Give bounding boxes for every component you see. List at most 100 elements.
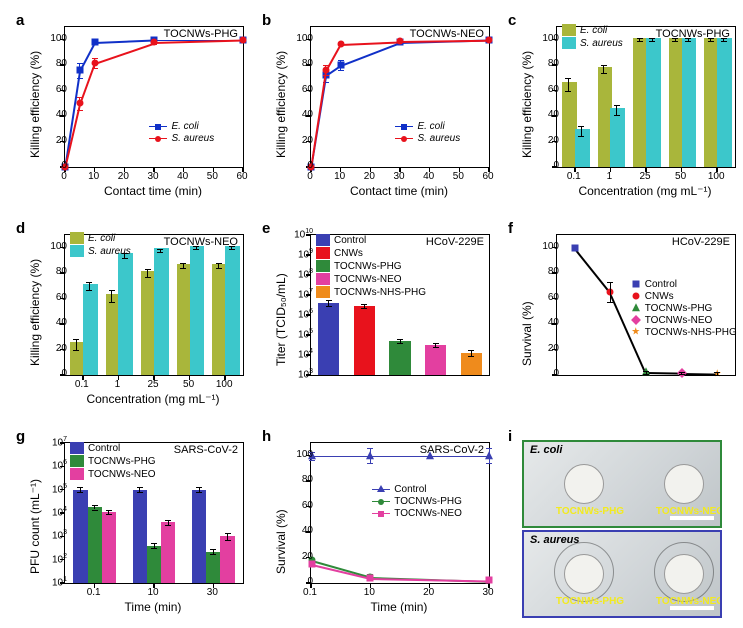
y-tick: 100 [529,241,559,252]
y-tick: 0 [529,368,559,379]
legend-label: TOCNWs-NHS-PHG [334,287,426,298]
legend: E. coliS. aureus [149,121,214,145]
y-tick: 0 [37,160,67,171]
legend: ControlTOCNWs-PHGTOCNWs-NEO [372,484,462,520]
bar [225,246,240,375]
y-tick: 100 [37,33,67,44]
legend-label: Control [645,279,677,290]
bar [192,490,206,583]
legend-label: TOCNWs-PHG [645,303,713,314]
y-tick: 100 [283,33,313,44]
y-tick: 0 [283,160,313,171]
x-tick: 10 [135,587,171,598]
y-tick: 0 [529,160,559,171]
x-tick: 10 [357,587,381,598]
x-tick: 30 [389,171,409,182]
legend: ControlTOCNWs-PHGTOCNWs-NEO [70,442,156,481]
panel-f: f★Survival (%)HCoV-229E020406080100Contr… [514,222,743,412]
y-tick: 108 [283,268,313,280]
x-tick: 10 [84,171,104,182]
y-tick: 1010 [283,228,313,240]
x-tick: 0 [300,171,320,182]
y-tick: 80 [37,266,67,277]
y-tick: 80 [283,58,313,69]
legend-label: TOCNWs-PHG [334,261,402,272]
image-top: TOCNWs-PHGTOCNWs-NEOE. coli [522,440,722,528]
y-tick: 103 [37,529,67,541]
legend-label: TOCNWs-NHS-PHG [645,327,737,338]
legend-label: E. coli [417,121,444,132]
y-tick: 100 [529,33,559,44]
y-tick: 20 [37,135,67,146]
legend-label: E. coli [580,25,607,36]
bar [88,507,102,583]
y-tick: 80 [37,58,67,69]
y-tick: 80 [529,58,559,69]
legend-label: Control [334,235,366,246]
legend: E. coli S. aureus [70,232,131,258]
x-tick: 50 [202,171,222,182]
bar [161,522,175,583]
bar [682,38,697,167]
y-tick: 0 [283,576,313,587]
y-tick: 40 [529,317,559,328]
organism-label: S. aureus [530,534,580,546]
x-tick: 40 [419,171,439,182]
legend-label: TOCNWs-PHG [88,456,156,467]
plot-area [310,26,490,168]
y-axis-label: Survival (%) [274,509,288,574]
panel-title: SARS-CoV-2 [420,444,484,456]
legend-label: CNWs [645,291,674,302]
y-tick: 40 [529,109,559,120]
y-tick: 60 [283,84,313,95]
y-tick: 40 [283,109,313,120]
legend-label: E. coli [88,233,115,244]
legend-label: TOCNWs-NEO [394,508,462,519]
x-tick: 50 [171,379,207,390]
x-tick: 0.1 [76,587,112,598]
y-tick: 80 [529,266,559,277]
x-tick: 100 [698,171,734,182]
y-tick: 60 [37,84,67,95]
legend-label: Control [88,443,120,454]
bar [133,490,147,583]
y-tick: 106 [283,308,313,320]
bar [83,284,98,375]
bar [575,129,590,167]
y-tick: 60 [529,84,559,95]
y-tick: 102 [37,553,67,565]
x-tick: 0.1 [556,171,592,182]
scale-bar [670,516,714,520]
panel-c: cKilling efficiency (%)Concentration (mg… [514,14,743,204]
y-tick: 20 [37,343,67,354]
legend-label: TOCNWs-PHG [394,496,462,507]
x-tick: 60 [478,171,498,182]
legend: ControlCNWsTOCNWs-PHGTOCNWs-NEOTOCNWs-NH… [316,234,426,299]
y-tick: 40 [37,317,67,328]
x-tick: 20 [359,171,379,182]
legend-label: S. aureus [88,246,131,257]
y-tick: 20 [529,343,559,354]
panel-title: HCoV-229E [426,236,484,248]
bar [717,38,732,167]
x-tick: 30 [143,171,163,182]
disc-label: TOCNWs-PHG [550,596,630,607]
y-tick: 40 [37,109,67,120]
bar [154,248,169,375]
x-axis-label: Concentration (mg mL⁻¹) [64,392,242,406]
organism-label: E. coli [530,444,562,456]
legend-label: CNWs [334,248,363,259]
panel-title: TOCNWs-PHG [164,28,238,40]
bar [190,246,205,375]
bar [220,536,234,583]
x-axis-label: Time (min) [310,600,488,614]
x-tick: 1 [99,379,135,390]
y-tick: 100 [283,449,313,460]
bar [425,345,446,375]
data-marker [631,315,641,325]
x-tick: 50 [663,171,699,182]
x-tick: 25 [135,379,171,390]
data-marker [571,244,578,251]
panel-title: TOCNWs-PHG [656,28,730,40]
legend: E. coliS. aureus [562,24,623,50]
